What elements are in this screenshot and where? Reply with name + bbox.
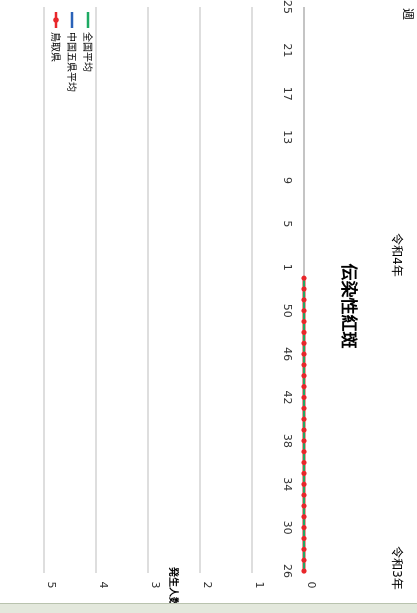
marker-0-7	[301, 492, 307, 498]
marker-0-12	[301, 438, 307, 444]
x-tick-labels: 26 30 34 38 42 46 50 1 5 9 13 17 21 25	[281, 0, 294, 578]
x-tick-17: 17	[281, 87, 294, 101]
marker-0-6	[301, 503, 307, 509]
x-tick-46: 46	[281, 347, 294, 361]
x-tick-13: 13	[281, 130, 294, 144]
marker-0-19	[301, 362, 307, 368]
x-tick-38: 38	[281, 434, 294, 448]
marker-0-23	[301, 318, 307, 325]
x-tick-25: 25	[281, 0, 294, 14]
footer-strip	[0, 603, 417, 613]
period-label-r3: 令和3年	[390, 546, 405, 590]
y-tick-2: 2	[201, 582, 214, 589]
y-tick-0: 0	[305, 582, 318, 589]
period-label-r4: 令和4年	[390, 233, 405, 277]
marker-0-15	[301, 405, 307, 411]
y-tick-4: 4	[97, 582, 110, 589]
marker-0-5	[301, 514, 307, 520]
chart-title: 伝染性紅斑	[338, 264, 359, 349]
legend-label-2: 全国平均	[81, 32, 94, 72]
x-tick-42: 42	[281, 390, 294, 404]
marker-0-13	[301, 427, 307, 433]
marker-0-1	[301, 557, 307, 563]
x-tick-30: 30	[281, 521, 294, 535]
marker-0-21	[301, 340, 307, 346]
marker-0-0	[301, 568, 307, 574]
marker-0-11	[301, 449, 307, 455]
grid-lines	[43, 7, 305, 573]
marker-0-2	[301, 546, 307, 552]
marker-0-20	[301, 351, 307, 357]
marker-0-24	[301, 308, 307, 314]
y-tick-labels: 0 1 2 3 4 5	[45, 582, 318, 589]
y-tick-1: 1	[253, 582, 266, 589]
marker-0-8	[301, 481, 307, 487]
x-tick-1: 1	[281, 264, 294, 271]
x-tick-26: 26	[281, 564, 294, 578]
legend-label-0: 鳥取県	[49, 32, 62, 62]
marker-0-18	[301, 373, 307, 379]
legend-label-1: 中国五県平均	[65, 32, 78, 92]
marker-0-22	[301, 329, 307, 335]
marker-0-25	[301, 297, 307, 303]
y-axis-label: 発生人数	[167, 566, 180, 608]
marker-0-26	[301, 286, 307, 292]
marker-0-10	[301, 459, 307, 466]
y-tick-3: 3	[149, 582, 162, 589]
marker-0-14	[301, 416, 307, 422]
x-tick-34: 34	[281, 477, 294, 491]
x-tick-9: 9	[281, 177, 294, 184]
marker-0-17	[301, 384, 307, 390]
x-axis-label: 週	[401, 8, 415, 20]
marker-0-27	[301, 275, 307, 281]
marker-0-9	[301, 470, 307, 476]
marker-0-4	[301, 525, 307, 531]
x-tick-5: 5	[281, 220, 294, 227]
y-tick-5: 5	[45, 582, 58, 589]
legend-marker-0	[53, 17, 59, 23]
legend: 鳥取県 中国五県平均 全国平均	[49, 12, 94, 92]
x-tick-50: 50	[281, 304, 294, 318]
marker-0-3	[301, 535, 307, 542]
x-tick-21: 21	[281, 43, 294, 57]
data-markers	[301, 275, 307, 574]
marker-0-16	[301, 394, 307, 401]
